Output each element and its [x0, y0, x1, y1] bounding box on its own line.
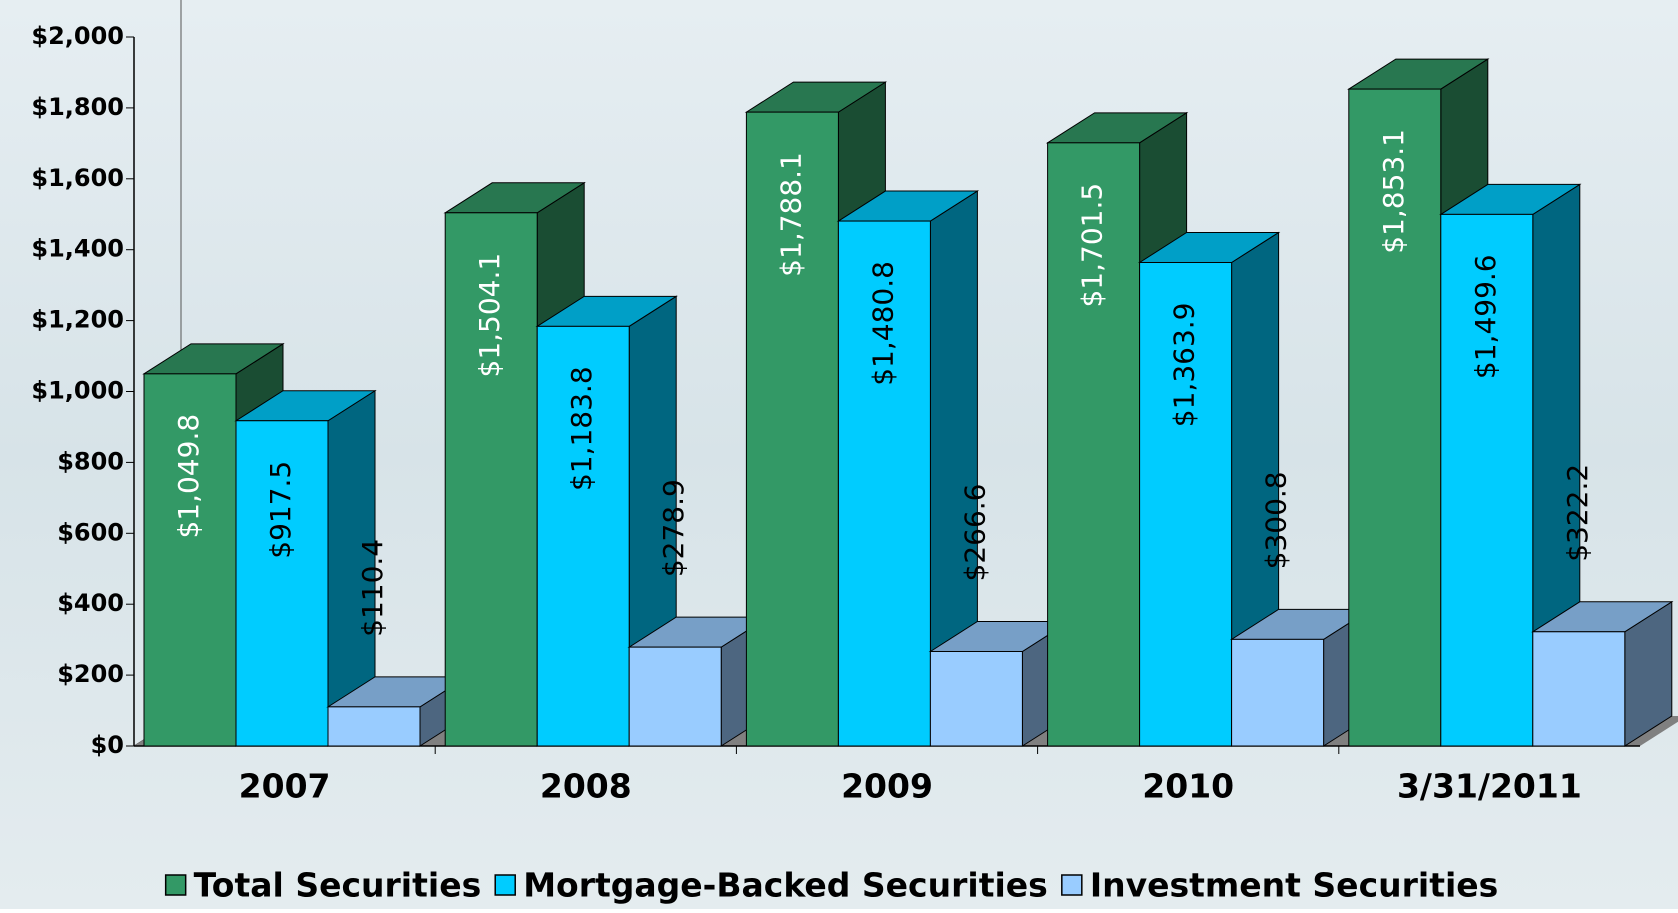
bar	[1440, 213, 1534, 747]
legend-swatch	[1061, 874, 1083, 896]
legend-label: Total Securities	[194, 866, 482, 905]
bar	[143, 373, 237, 747]
data-label: $300.8	[1260, 471, 1293, 569]
data-label: $1,788.1	[774, 152, 807, 277]
y-tick-label: $1,000	[31, 377, 124, 405]
data-label: $322.2	[1561, 464, 1594, 562]
data-label: $1,853.1	[1377, 129, 1410, 254]
bar	[536, 325, 630, 747]
data-label: $110.4	[356, 539, 389, 637]
y-tick-label: $0	[91, 731, 124, 759]
y-tick-label: $800	[57, 447, 124, 475]
data-label: $917.5	[264, 461, 297, 559]
legend-label: Investment Securities	[1090, 866, 1499, 905]
bar	[929, 650, 1023, 747]
y-tick-label: $200	[57, 660, 124, 688]
x-tick-label: 3/31/2011	[1397, 767, 1582, 806]
data-label: $1,480.8	[866, 261, 899, 386]
bar	[1348, 88, 1442, 747]
y-tick-label: $400	[57, 589, 124, 617]
data-label: $1,183.8	[565, 366, 598, 491]
bar	[1139, 261, 1233, 747]
data-label: $1,363.9	[1168, 302, 1201, 427]
bar	[444, 212, 538, 747]
bar	[327, 706, 421, 747]
data-label: $1,049.8	[172, 414, 205, 539]
legend-label: Mortgage-Backed Securities	[523, 866, 1048, 905]
y-tick-label: $1,800	[31, 93, 124, 121]
y-tick-label: $2,000	[31, 22, 124, 50]
x-tick-label: 2008	[540, 767, 632, 806]
x-tick-label: 2010	[1142, 767, 1234, 806]
data-label: $278.9	[657, 479, 690, 577]
y-tick-label: $1,200	[31, 306, 124, 334]
data-label: $1,504.1	[473, 253, 506, 378]
y-tick-label: $1,400	[31, 235, 124, 263]
bar	[745, 111, 839, 747]
legend-swatch	[494, 874, 516, 896]
bar	[1231, 638, 1325, 747]
bar	[628, 646, 722, 747]
data-label: $1,701.5	[1076, 183, 1109, 308]
data-label: $266.6	[958, 484, 991, 582]
data-label: $1,499.6	[1469, 254, 1502, 379]
bar	[235, 420, 329, 747]
legend-swatch	[164, 874, 187, 896]
x-tick-label: 2007	[239, 767, 331, 806]
bar	[837, 220, 931, 747]
x-tick-label: 2009	[841, 767, 933, 806]
y-tick-label: $1,600	[31, 164, 124, 192]
bar	[1532, 631, 1626, 747]
y-tick-label: $600	[57, 518, 124, 546]
bar	[1047, 142, 1141, 747]
